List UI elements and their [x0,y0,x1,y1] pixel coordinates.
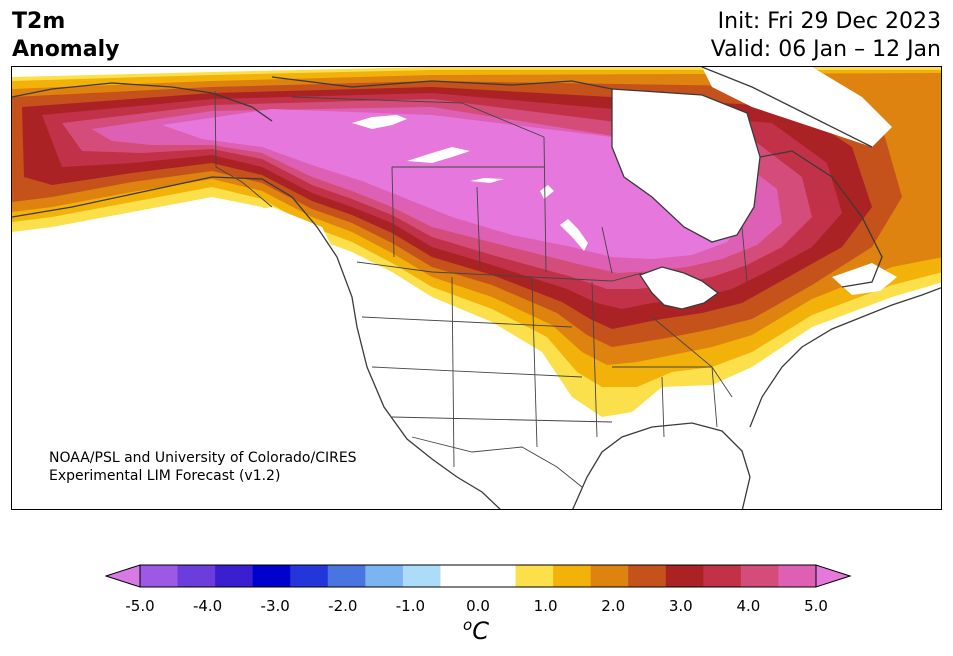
colorbar-cell [665,565,704,587]
colorbar-cell [703,565,742,587]
colorbar-cell [402,565,441,587]
hudson-bay-line [611,88,761,243]
baffin-area [702,67,892,147]
great-lakes-line [639,266,720,310]
colorbar-cell [140,565,179,587]
colorbar-units: oC [463,616,489,645]
lake-reindeer [540,185,554,199]
colorbar-cell [478,565,517,587]
colorbar-cell [440,565,479,587]
labrador-line [759,150,883,288]
units-letter: C [472,617,489,645]
colorbar-cell [553,565,592,587]
band-5-0 [162,109,747,259]
borders [214,90,748,488]
lake-athabasca [470,178,504,183]
colorbar-cell [365,565,404,587]
colorbar-cell [740,565,779,587]
pacific-coast [12,207,490,509]
units-degree: o [463,616,473,634]
colorbar-tick-label: 0.0 [466,597,490,615]
mexico-border [411,436,583,488]
lake-great-slave [407,147,470,163]
atlantic-coast [772,307,941,509]
anomaly-map [11,66,942,510]
colorbar [105,564,851,588]
province-borders [291,96,748,283]
east-coast-line [749,287,941,428]
colorbar-cells [140,565,817,587]
colorbar-cell [252,565,291,587]
lake-great-bear [352,115,407,129]
credit-line-1: NOAA/PSL and University of Colorado/CIRE… [49,450,357,466]
colorbar-tick-label: 1.0 [533,597,558,615]
colorbar-cell [327,565,366,587]
map-canvas [12,67,941,509]
lake-winnipeg [560,219,588,251]
init-date: Init: Fri 29 Dec 2023 [717,9,941,34]
colorbar-cell [290,565,329,587]
colorbar-tick-label: 3.0 [668,597,693,615]
colorbar-tick-label: 4.0 [736,597,761,615]
coastlines [12,67,941,509]
gulf-coast-line [572,422,751,509]
west-coast-line [12,82,501,509]
colorbar-tick-label: 5.0 [804,597,828,615]
map-title: T2m Anomaly [12,8,119,64]
colorbar-cell [215,565,254,587]
great-lakes [640,267,718,309]
colorbar-under-arrow [105,564,141,588]
lakes [12,67,941,509]
variable-qualifier: Anomaly [12,37,120,62]
valid-range: Valid: 06 Jan – 12 Jan [710,37,941,62]
colorbar-cell [590,565,629,587]
credit-text: NOAA/PSL and University of Colorado/CIRE… [49,449,357,485]
colorbar-cell [628,565,667,587]
colorbar-tick-label: -1.0 [395,597,426,615]
colorbar-tick-label: -3.0 [260,597,290,615]
gulf-of-mexico [612,423,752,509]
colorbar-outline [139,564,817,588]
colorbar-tick-label: 2.0 [601,597,626,615]
arctic-line [271,67,873,148]
alaska-border [214,90,273,208]
variable-name: T2m [12,9,66,34]
gulf-st-lawrence [832,263,897,295]
state-borders [361,276,733,468]
credit-line-2: Experimental LIM Forecast (v1.2) [49,468,281,484]
hudson-bay [612,89,760,242]
colorbar-over-arrow [815,564,851,588]
colorbar-cell [778,565,817,587]
colorbar-tick-label: -5.0 [125,597,155,615]
colorbar-tick-label: -4.0 [192,597,223,615]
forecast-dates: Init: Fri 29 Dec 2023 Valid: 06 Jan – 12… [711,8,941,64]
colorbar-cell [177,565,216,587]
colorbar-tick-label: -2.0 [328,597,358,615]
colorbar-cell [515,565,554,587]
